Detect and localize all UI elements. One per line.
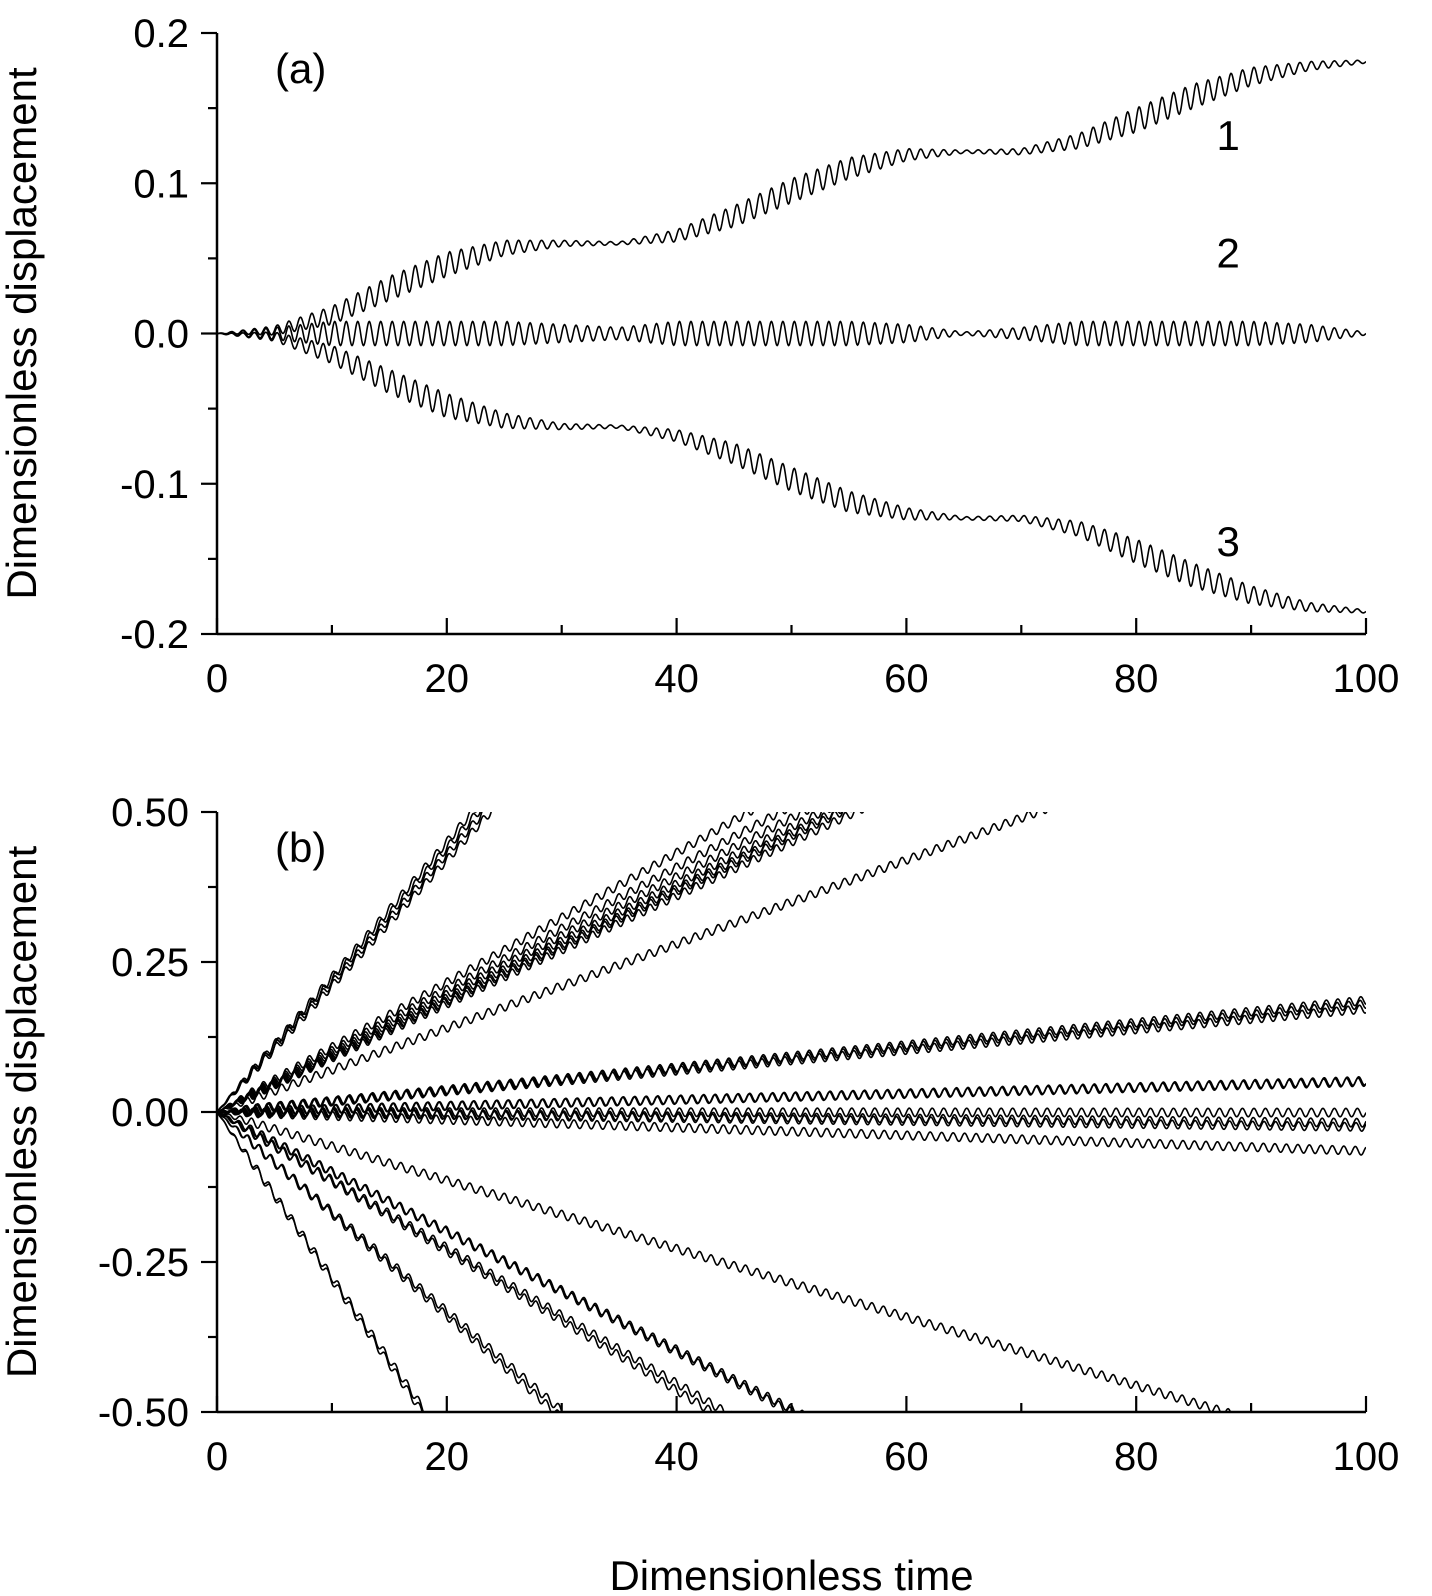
trajectory-line-21 xyxy=(217,1108,1366,1156)
y-tick-label: 0.2 xyxy=(133,12,189,56)
trajectory-line-6 xyxy=(217,812,788,1113)
panel-label: (b) xyxy=(275,824,326,871)
y-tick-label: 0.00 xyxy=(111,1091,189,1135)
y-tick-label: -0.1 xyxy=(120,463,189,507)
trajectory-line-18 xyxy=(217,1106,1366,1118)
panel-label: (a) xyxy=(275,45,326,92)
trajectory-line-4 xyxy=(217,812,477,1113)
trajectory-line-9 xyxy=(217,812,843,1113)
x-tick-label: 0 xyxy=(206,1435,228,1479)
trajectory-line-13 xyxy=(217,995,1366,1114)
y-tick-label: 0.25 xyxy=(111,941,189,985)
y-tick-label: -0.25 xyxy=(98,1241,189,1285)
panel-a-curves xyxy=(217,59,1366,614)
trajectory-line-11 xyxy=(217,812,865,1113)
y-axis-title: Dimensionless displacement xyxy=(0,67,45,600)
x-tick-label: 60 xyxy=(884,657,929,701)
trajectory-line-12 xyxy=(217,812,1048,1113)
series-line-3 xyxy=(217,331,1366,614)
x-tick-label: 20 xyxy=(425,657,470,701)
trajectory-line-29 xyxy=(217,1111,423,1412)
x-tick-label: 20 xyxy=(425,1435,470,1479)
x-axis-title: Dimensionless time xyxy=(609,1552,973,1596)
trajectory-line-26 xyxy=(217,1111,721,1412)
x-tick-label: 0 xyxy=(206,657,228,701)
trajectory-line-8 xyxy=(217,812,832,1113)
trajectory-line-17 xyxy=(217,1077,1366,1116)
trajectory-line-22 xyxy=(217,1111,1241,1412)
trajectory-line-3 xyxy=(217,812,492,1113)
y-tick-label: 0.1 xyxy=(133,162,189,206)
y-axis-title: Dimensionless displacement xyxy=(0,846,45,1379)
x-tick-label: 80 xyxy=(1114,657,1159,701)
curve-label-2: 2 xyxy=(1216,229,1239,276)
trajectory-line-20 xyxy=(217,1107,1366,1132)
series-line-2 xyxy=(217,320,1366,347)
series-line-1 xyxy=(217,59,1366,336)
panel-a-chart: 0 20 40 60 80 100 -0.2 -0.1 0.0 0.1 0.2 Dimensionle… xyxy=(0,12,1399,701)
x-tick-label: 40 xyxy=(654,657,699,701)
y-tick-label: 0.50 xyxy=(111,791,189,835)
panel-b-curves xyxy=(217,812,1366,1412)
trajectory-line-15 xyxy=(217,1004,1366,1114)
trajectory-line-25 xyxy=(217,1111,734,1412)
x-tick-label: 100 xyxy=(1333,657,1400,701)
y-tick-label: 0.0 xyxy=(133,313,189,357)
y-tick-label: -0.50 xyxy=(98,1391,189,1435)
curve-label-3: 3 xyxy=(1216,518,1239,565)
trajectory-line-24 xyxy=(217,1111,794,1412)
trajectory-line-28 xyxy=(217,1111,560,1412)
trajectory-line-10 xyxy=(217,812,852,1113)
y-tick-label: -0.2 xyxy=(120,613,189,657)
curve-label-1: 1 xyxy=(1216,112,1239,159)
x-tick-label: 80 xyxy=(1114,1435,1159,1479)
trajectory-line-30 xyxy=(217,1111,425,1412)
panel-b-chart: 0 20 40 60 80 100 -0.50 -0.25 0.00 0.25 0.50 Dimens… xyxy=(0,791,1400,1596)
x-tick-label: 60 xyxy=(884,1435,929,1479)
trajectory-line-27 xyxy=(217,1111,563,1412)
x-tick-label: 100 xyxy=(1333,1435,1400,1479)
trajectory-line-14 xyxy=(217,999,1366,1114)
x-tick-label: 40 xyxy=(654,1435,699,1479)
